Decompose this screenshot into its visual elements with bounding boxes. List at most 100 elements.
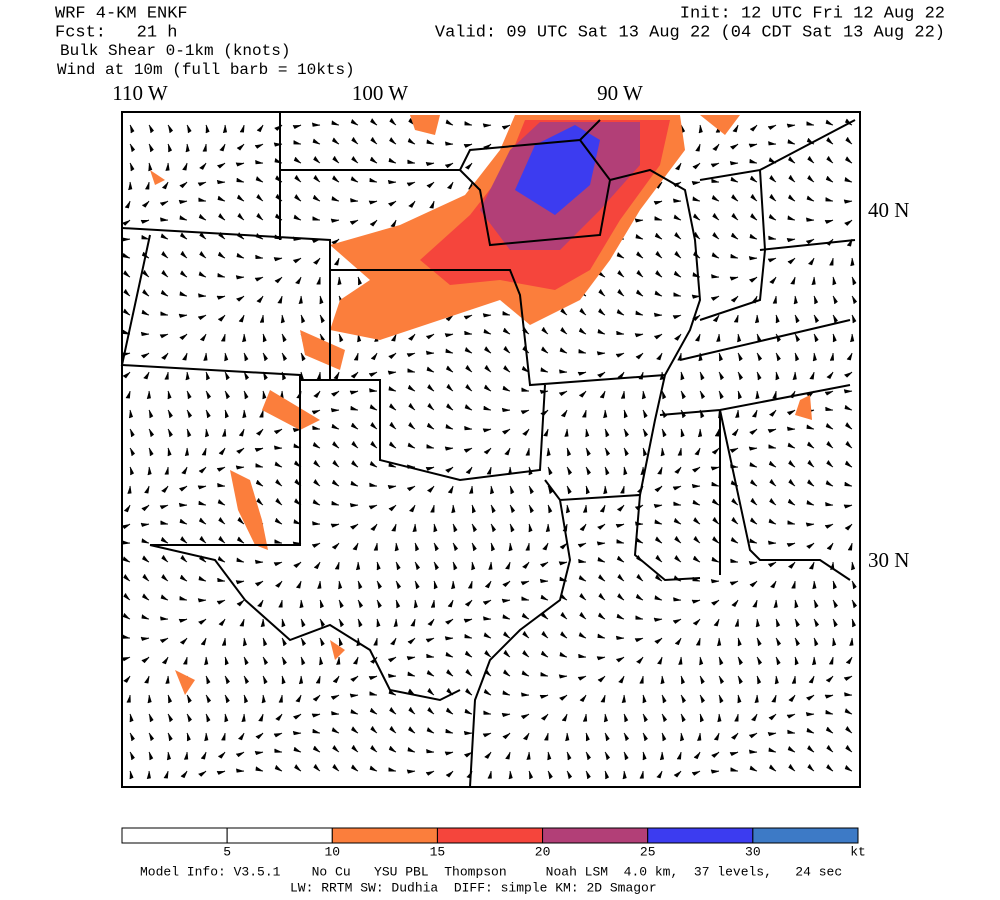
wind-barb [218,618,226,627]
wind-barb [408,333,416,341]
wind-barb [501,124,511,130]
wind-barb [597,557,606,563]
wind-barb [255,766,264,772]
wind-barb [579,308,587,316]
wind-barb [806,500,815,506]
wind-barb [160,217,169,222]
wind-barb [300,352,306,362]
wind-barb [331,501,340,506]
wind-barb [711,447,720,455]
wind-barb [221,333,226,342]
wind-barb [204,656,209,666]
wind-barb [731,213,739,221]
wind-barb [749,428,758,435]
wind-barb [256,124,264,133]
wind-barb [123,270,131,278]
wind-barb [336,656,341,665]
wind-barb [851,314,857,324]
wind-barb [164,371,169,380]
wind-barb [224,656,229,666]
wind-barb [463,447,473,453]
wind-barb [825,423,834,430]
wind-barb [484,346,492,354]
wind-barb [502,732,511,740]
wind-barb [122,634,131,639]
wind-barb [635,352,644,360]
wind-barb [653,503,663,509]
wind-barb [521,366,530,373]
wind-barb [351,156,359,164]
wind-barb [426,422,435,430]
wind-barb [129,124,135,134]
wind-barb [566,751,572,761]
wind-barb [832,333,837,343]
wind-barb [178,199,188,204]
wind-barb [465,466,473,475]
wind-barb [750,194,758,202]
wind-barb [732,124,739,133]
wind-barb [490,504,496,514]
wind-barb [281,675,286,685]
wind-barb [445,728,454,734]
wind-barb [313,561,321,570]
wind-barb [445,424,454,430]
wind-barb [737,637,742,647]
wind-barb [370,118,378,126]
wind-barb [181,466,188,475]
wind-barb [560,327,568,335]
wind-barb [273,732,283,738]
wind-barb [502,690,511,696]
wind-barb [331,120,340,126]
wind-barb [806,195,815,202]
wind-barb [350,481,359,487]
wind-barb [368,200,378,205]
wind-barb [426,139,435,145]
wind-barb [489,485,495,495]
wind-barb [319,599,324,609]
wind-barb [484,650,492,658]
wind-barb [522,428,530,436]
wind-barb [236,768,245,773]
wind-barb [691,180,701,186]
wind-barb [750,498,758,506]
wind-barb [148,713,154,723]
wind-barb [710,295,720,301]
wind-barb [482,599,492,605]
wind-barb [185,143,190,153]
wind-barb [844,177,853,183]
wind-barb [749,234,758,240]
wind-barb [729,447,739,453]
wind-barb [826,764,834,772]
wind-barb [129,143,136,153]
colorbar-label: 25 [640,844,656,859]
wind-barb [794,656,799,666]
wind-barb [635,289,644,297]
wind-barb [254,276,264,282]
wind-barb [767,124,777,130]
wind-barb [295,694,302,703]
wind-barb [330,694,340,700]
wind-barb [444,636,454,641]
wind-barb [730,232,739,240]
wind-barb [180,770,188,779]
wind-barb [292,731,302,736]
wind-barb [465,688,473,696]
colorbar-label: 20 [535,844,551,859]
wind-barb [680,675,685,685]
wind-barb [143,371,150,380]
wind-barb [825,710,834,715]
wind-barb [577,371,587,376]
wind-barb [180,270,188,278]
wind-barb [775,656,781,666]
wind-barb [616,330,625,336]
wind-barb [407,671,416,677]
wind-barb [794,314,800,324]
wind-barb [659,751,665,761]
wind-barb [615,523,625,528]
wind-barb [850,561,856,571]
wind-barb [197,314,207,320]
wind-barb [829,257,834,266]
wind-barb [824,523,834,529]
wind-barb [319,637,325,647]
wind-barb [446,669,454,677]
